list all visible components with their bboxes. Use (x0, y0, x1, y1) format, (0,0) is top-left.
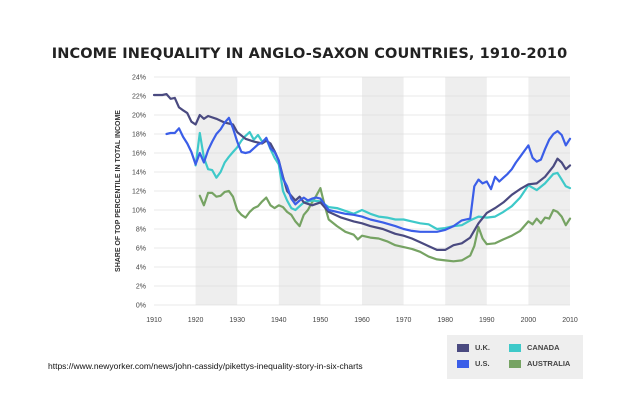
x-tick-label: 1940 (271, 317, 287, 324)
y-tick-label: 22% (132, 94, 146, 101)
x-tick-label: 1960 (354, 317, 370, 324)
x-tick-label: 2000 (521, 317, 537, 324)
y-tick-label: 24% (132, 75, 146, 82)
legend-swatch-uk (457, 343, 469, 352)
series-lines (152, 93, 572, 263)
legend-swatch-canada (509, 343, 521, 352)
y-tick-label: 0% (136, 303, 146, 310)
legend-item-australia: AUSTRALIA (509, 359, 570, 368)
x-tick-label: 1990 (479, 317, 495, 324)
y-tick-label: 10% (132, 208, 146, 215)
legend-label-uk: U.K. (475, 343, 490, 352)
x-tick-labels: 1910 1920 1930 1940 1950 1960 1970 1980 1990 2000… (146, 317, 578, 324)
x-tick-label: 1980 (437, 317, 453, 324)
x-tick-label: 1920 (188, 317, 204, 324)
legend-item-us: U.S. (457, 359, 490, 368)
legend-label-canada: CANADA (527, 343, 560, 352)
chart-title: INCOME INEQUALITY IN ANGLO-SAXON COUNTRI… (51, 46, 568, 62)
y-tick-labels: 0% 2% 4% 6% 8% 10% 12% 14% 16% 18% 20% 22% 24% (132, 75, 146, 310)
x-tick-label: 1910 (146, 317, 162, 324)
y-tick-label: 8% (136, 227, 146, 234)
y-tick-label: 14% (132, 170, 146, 177)
y-tick-label: 18% (132, 132, 146, 139)
grid-lines (154, 76, 570, 306)
x-tick-label: 2010 (562, 317, 578, 324)
legend-swatch-us (457, 359, 469, 368)
x-tick-label: 1930 (229, 317, 245, 324)
y-tick-label: 12% (132, 189, 146, 196)
y-tick-label: 2% (136, 284, 146, 291)
legend-label-australia: AUSTRALIA (527, 359, 571, 368)
series-line-us (165, 116, 572, 233)
y-tick-label: 6% (136, 246, 146, 253)
x-tick-label: 1950 (313, 317, 329, 324)
legend-swatch-australia (509, 359, 521, 368)
series-line-uk (152, 93, 572, 251)
source-url: https://www.newyorker.com/news/john-cass… (48, 361, 363, 371)
legend-item-uk: U.K. (457, 343, 490, 352)
y-axis-label: SHARE OF TOP PERCENTILE IN TOTAL INCOME (115, 110, 122, 272)
y-tick-label: 20% (132, 113, 146, 120)
y-tick-label: 16% (132, 151, 146, 158)
legend: U.K. U.S. CANADA AUSTRALIA (447, 335, 583, 379)
series-line-canada (194, 131, 572, 231)
series-line-australia (198, 187, 572, 263)
legend-label-us: U.S. (475, 359, 490, 368)
y-tick-label: 4% (136, 265, 146, 272)
legend-item-canada: CANADA (509, 343, 560, 352)
x-tick-label: 1970 (396, 317, 412, 324)
